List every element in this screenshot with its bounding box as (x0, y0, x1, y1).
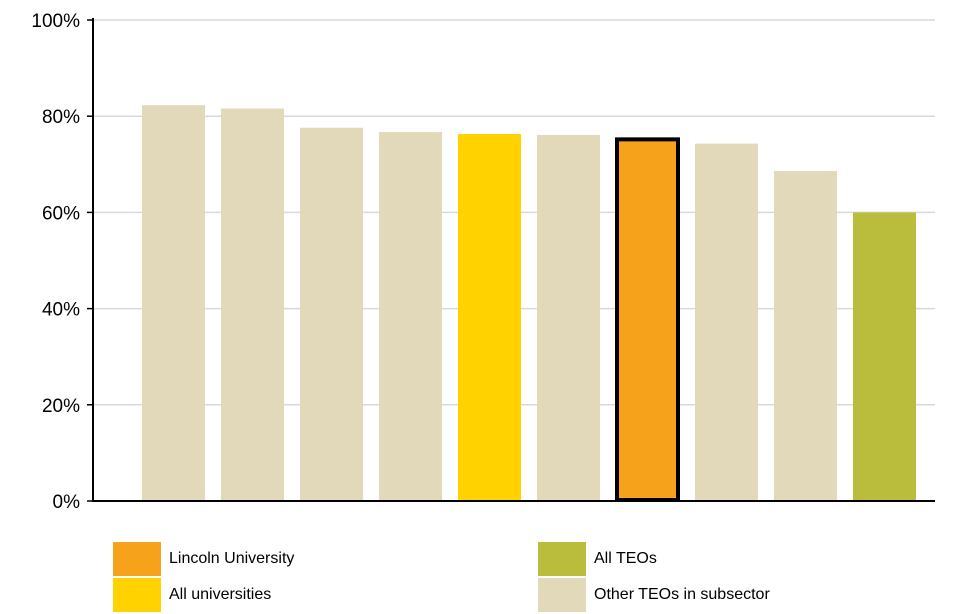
bar-all-teos (853, 212, 916, 501)
bar-all-universities (458, 133, 521, 501)
bar-other (774, 171, 837, 501)
y-tick-label: 0% (53, 492, 81, 513)
axes (92, 18, 935, 502)
y-tick-labels: 0% 20% 40% 60% 80% 100% (31, 11, 93, 513)
bar-lincoln (615, 137, 680, 502)
bars (142, 105, 916, 502)
y-tick-label: 20% (42, 396, 80, 417)
bar-other (695, 143, 758, 501)
bar-other (537, 134, 600, 502)
y-tick-label: 80% (42, 107, 80, 128)
bar-other (379, 132, 442, 501)
y-tick-label: 40% (42, 300, 80, 321)
y-tick-label: 100% (31, 11, 80, 32)
bar-other (142, 105, 205, 502)
bar-other (221, 108, 284, 501)
y-tick-label: 60% (42, 203, 80, 224)
bar-other (300, 127, 363, 501)
